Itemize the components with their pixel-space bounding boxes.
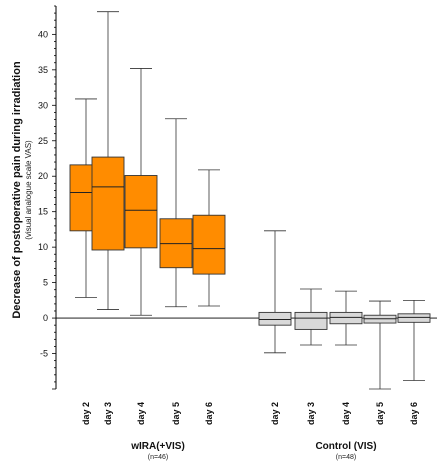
y-tick-label: 10 — [38, 242, 48, 252]
x-category-label: day 2 — [270, 402, 280, 425]
y-axis: -5 0 5 10 15 20 25 30 35 40 — [38, 5, 57, 390]
y-tick-label: 30 — [38, 100, 48, 110]
x-category-label: day 2 — [81, 402, 91, 425]
x-category-label: day 6 — [409, 402, 419, 425]
y-tick-label: 0 — [43, 313, 48, 323]
box-iqr — [192, 214, 226, 275]
box-day-5 — [159, 118, 193, 308]
box-day-3 — [91, 11, 125, 310]
group-label: wIRA(+VIS) — [130, 441, 185, 452]
y-tick-label: 25 — [38, 136, 48, 146]
group-n-label: (n=46) — [148, 454, 168, 461]
x-category-label: day 5 — [171, 402, 181, 425]
group-label: Control (VIS) — [315, 441, 376, 452]
box-iqr — [124, 175, 158, 249]
box-iqr — [294, 311, 328, 330]
y-tick-label: 5 — [43, 278, 48, 288]
y-tick-label: 15 — [38, 207, 48, 217]
x-category-label: day 4 — [136, 402, 146, 425]
box-iqr — [397, 313, 431, 323]
y-axis-title: Decrease of postoperative pain during ir… — [11, 61, 23, 319]
x-category-label: day 3 — [306, 402, 316, 425]
box-day-6 — [192, 169, 226, 307]
box-iqr — [258, 311, 292, 326]
x-category-label: day 5 — [375, 402, 385, 425]
box-iqr — [329, 311, 363, 325]
box-iqr — [91, 156, 125, 251]
y-tick-label: 35 — [38, 65, 48, 75]
plot-area — [56, 11, 437, 390]
box-day-4 — [124, 68, 158, 316]
group-n-label: (n=48) — [336, 454, 356, 461]
x-category-label: day 6 — [204, 402, 214, 425]
y-axis-subtitle: (visual analogue scale VAS) — [24, 140, 33, 240]
y-tick-label: -5 — [40, 349, 48, 359]
box-day-2 — [258, 230, 292, 354]
y-tick-label: 20 — [38, 171, 48, 181]
box-day-3 — [294, 288, 328, 346]
y-tick-label: 40 — [38, 29, 48, 39]
box-day-6 — [397, 299, 431, 381]
box-day-5 — [363, 300, 397, 390]
x-category-label: day 4 — [341, 402, 351, 425]
x-category-label: day 3 — [103, 402, 113, 425]
box-day-4 — [329, 290, 363, 346]
labels: day 2 day 3 day 4 day 5 day 6 wIRA(+VIS) (n=46… — [81, 402, 419, 461]
